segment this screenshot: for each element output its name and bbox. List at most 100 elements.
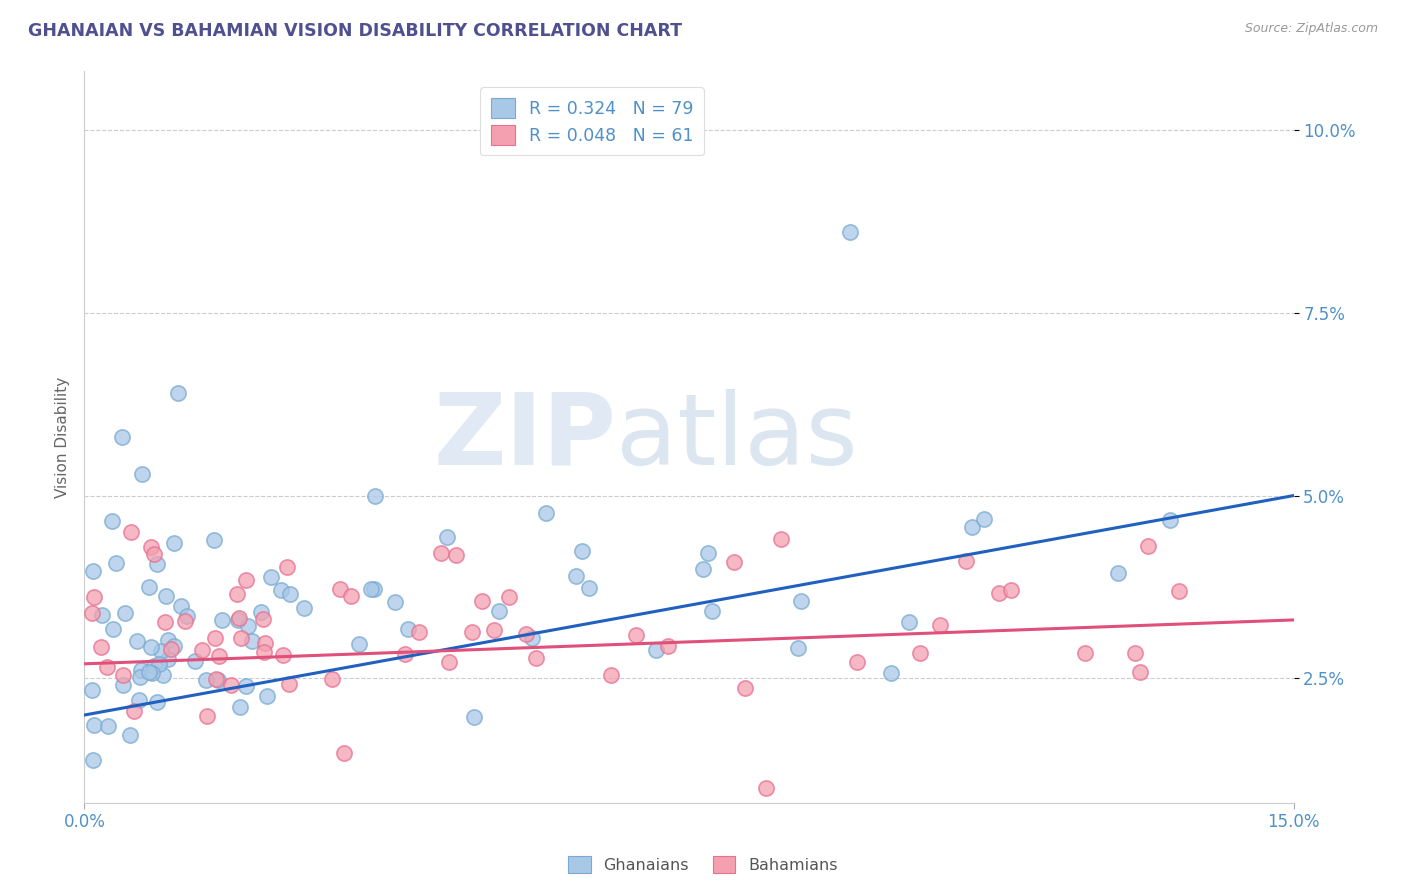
Bahamians — [1129, 665, 1152, 679]
Ghanaians — [260, 570, 283, 584]
Bahamians — [174, 614, 197, 628]
Ghanaians — [384, 595, 406, 609]
Bahamians — [195, 709, 218, 723]
Bahamians — [430, 546, 453, 560]
Ghanaians — [195, 673, 218, 687]
Bahamians — [253, 645, 276, 659]
Text: GHANAIAN VS BAHAMIAN VISION DISABILITY CORRELATION CHART: GHANAIAN VS BAHAMIAN VISION DISABILITY C… — [28, 22, 682, 40]
Ghanaians — [364, 489, 387, 503]
Ghanaians — [787, 641, 810, 656]
Ghanaians — [148, 657, 170, 672]
Ghanaians — [292, 601, 315, 615]
Ghanaians — [157, 652, 180, 666]
Ghanaians — [534, 506, 557, 520]
Ghanaians — [167, 386, 190, 401]
Bahamians — [160, 642, 183, 657]
Bahamians — [624, 628, 647, 642]
Bahamians — [444, 548, 467, 562]
Ghanaians — [1159, 513, 1181, 527]
Bahamians — [408, 624, 430, 639]
Bahamians — [120, 525, 142, 540]
Bahamians — [333, 747, 356, 761]
Ghanaians — [226, 613, 249, 627]
Bahamians — [141, 540, 163, 554]
Bahamians — [987, 585, 1010, 599]
Ghanaians — [1107, 566, 1129, 580]
Ghanaians — [436, 530, 458, 544]
Ghanaians — [83, 718, 105, 732]
Bahamians — [845, 655, 868, 669]
Ghanaians — [105, 556, 128, 570]
Bahamians — [225, 587, 247, 601]
Ghanaians — [155, 589, 177, 603]
Ghanaians — [149, 643, 172, 657]
Bahamians — [229, 631, 252, 645]
Bahamians — [1073, 646, 1095, 660]
Bahamians — [524, 650, 547, 665]
Bahamians — [600, 668, 623, 682]
Ghanaians — [349, 637, 371, 651]
Bahamians — [769, 533, 792, 547]
Ghanaians — [360, 582, 382, 596]
Ghanaians — [131, 467, 153, 481]
Ghanaians — [114, 606, 136, 620]
Bahamians — [755, 781, 778, 796]
Ghanaians — [184, 654, 207, 668]
Bahamians — [90, 640, 112, 654]
Bahamians — [340, 589, 363, 603]
Ghanaians — [128, 693, 150, 707]
Ghanaians — [118, 728, 141, 742]
Bahamians — [276, 560, 298, 574]
Ghanaians — [250, 605, 273, 619]
Bahamians — [252, 612, 274, 626]
Ghanaians — [696, 545, 718, 559]
Ghanaians — [270, 582, 292, 597]
Bahamians — [253, 636, 276, 650]
Ghanaians — [363, 582, 385, 597]
Bahamians — [484, 623, 506, 637]
Ghanaians — [141, 666, 163, 681]
Ghanaians — [82, 683, 104, 698]
Bahamians — [207, 649, 229, 664]
Ghanaians — [790, 594, 813, 608]
Bahamians — [1137, 539, 1160, 553]
Bahamians — [204, 631, 226, 645]
Ghanaians — [278, 587, 301, 601]
Ghanaians — [169, 599, 191, 613]
Ghanaians — [211, 614, 233, 628]
Ghanaians — [176, 608, 198, 623]
Bahamians — [657, 639, 679, 653]
Ghanaians — [960, 520, 983, 534]
Ghanaians — [163, 640, 186, 654]
Legend: Ghanaians, Bahamians: Ghanaians, Bahamians — [562, 849, 844, 880]
Ghanaians — [129, 663, 152, 677]
Bahamians — [928, 617, 950, 632]
Y-axis label: Vision Disability: Vision Disability — [55, 376, 70, 498]
Bahamians — [111, 668, 134, 682]
Ghanaians — [125, 634, 148, 648]
Ghanaians — [645, 643, 668, 657]
Ghanaians — [898, 615, 921, 630]
Text: atlas: atlas — [616, 389, 858, 485]
Bahamians — [470, 593, 492, 607]
Ghanaians — [138, 580, 160, 594]
Bahamians — [955, 554, 977, 568]
Ghanaians — [139, 640, 162, 655]
Bahamians — [1123, 646, 1146, 660]
Ghanaians — [396, 622, 419, 636]
Bahamians — [191, 642, 214, 657]
Bahamians — [1000, 583, 1022, 598]
Ghanaians — [103, 622, 125, 636]
Text: Source: ZipAtlas.com: Source: ZipAtlas.com — [1244, 22, 1378, 36]
Ghanaians — [129, 669, 152, 683]
Bahamians — [83, 590, 105, 604]
Ghanaians — [146, 695, 169, 709]
Bahamians — [235, 573, 257, 587]
Ghanaians — [236, 619, 259, 633]
Bahamians — [723, 555, 745, 569]
Ghanaians — [692, 562, 714, 576]
Bahamians — [219, 678, 242, 692]
Bahamians — [394, 647, 416, 661]
Ghanaians — [111, 430, 134, 444]
Bahamians — [321, 672, 343, 686]
